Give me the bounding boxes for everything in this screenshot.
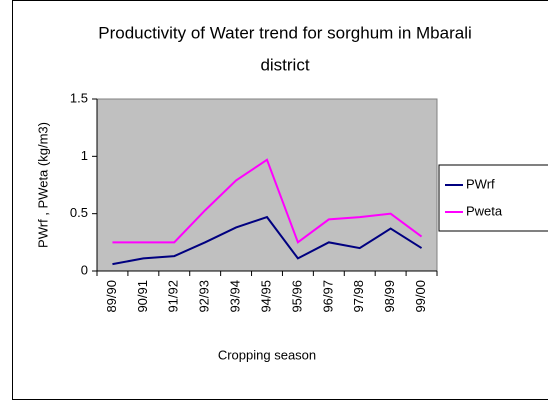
x-tick-label: 91/92: [166, 280, 181, 313]
x-tick-label: 89/90: [104, 280, 119, 313]
x-tick-label: 90/91: [135, 280, 150, 313]
y-tick-label: 1: [81, 148, 88, 163]
x-tick-label: 94/95: [258, 280, 273, 313]
line-series: [112, 158, 423, 244]
x-tick-label: 96/97: [320, 280, 335, 313]
x-tick-label: 95/96: [289, 280, 304, 313]
legend-label: Pweta: [466, 203, 503, 218]
x-axis-label: Cropping season: [218, 347, 316, 362]
line-series: [112, 215, 423, 266]
plot-area: [96, 98, 438, 272]
y-tick-label: 1.5: [70, 90, 88, 105]
chart-title: district: [260, 55, 309, 74]
x-tick-label: 99/00: [413, 280, 428, 313]
x-tick-label: 97/98: [351, 280, 366, 313]
y-tick-label: 0: [81, 262, 88, 277]
x-tick-label: 93/94: [228, 280, 243, 313]
legend-label: PWrf: [466, 176, 495, 191]
x-tick-label: 98/99: [382, 280, 397, 313]
y-tick-label: 0.5: [70, 205, 88, 220]
legend-box: [438, 164, 548, 232]
x-tick-label: 92/93: [197, 280, 212, 313]
y-axis-label: PWrf , PWeta (kg/m3): [35, 122, 50, 248]
chart-title: Productivity of Water trend for sorghum …: [98, 23, 472, 42]
